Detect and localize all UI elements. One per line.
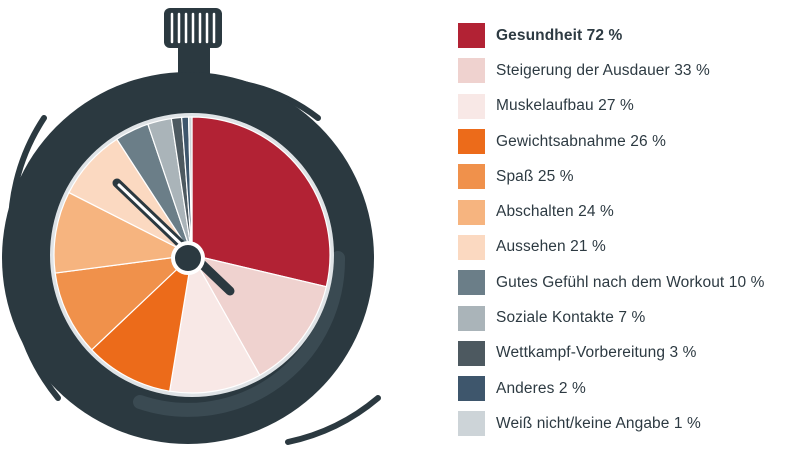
stopwatch-pie-chart xyxy=(2,8,381,445)
legend-item: Weiß nicht/keine Angabe 1 % xyxy=(458,406,798,441)
legend-item: Anderes 2 % xyxy=(458,371,798,406)
legend-swatch xyxy=(458,199,485,225)
legend-label: Wettkampf-Vorbereitung 3 % xyxy=(496,344,697,362)
legend-item: Gesundheit 72 % xyxy=(458,18,798,53)
legend-swatch xyxy=(458,305,485,331)
legend-label: Muskelaufbau 27 % xyxy=(496,97,634,115)
legend-item: Soziale Kontakte 7 % xyxy=(458,300,798,335)
legend-swatch xyxy=(458,270,485,296)
legend-item: Abschalten 24 % xyxy=(458,194,798,229)
legend-swatch xyxy=(458,93,485,119)
pie-slice-5 xyxy=(53,191,194,274)
legend-swatch xyxy=(458,129,485,155)
legend-label: Abschalten 24 % xyxy=(496,203,614,221)
legend-item: Gutes Gefühl nach dem Workout 10 % xyxy=(458,265,798,300)
stopwatch-hand xyxy=(112,178,235,296)
pie-slice-2 xyxy=(168,253,261,394)
legend-label: Aussehen 21 % xyxy=(496,238,606,256)
legend-item: Steigerung der Ausdauer 33 % xyxy=(458,53,798,88)
legend-swatch xyxy=(458,340,485,366)
legend-label: Gutes Gefühl nach dem Workout 10 % xyxy=(496,273,765,291)
legend-label: Soziale Kontakte 7 % xyxy=(496,309,646,327)
pie-slice-0 xyxy=(191,116,331,288)
legend-label: Weiß nicht/keine Angabe 1 % xyxy=(496,414,701,432)
legend-swatch xyxy=(458,164,485,190)
legend-item: Wettkampf-Vorbereitung 3 % xyxy=(458,336,798,371)
legend-label: Spaß 25 % xyxy=(496,167,574,185)
legend-item: Muskelaufbau 27 % xyxy=(458,89,798,124)
legend-item: Spaß 25 % xyxy=(458,159,798,194)
legend-label: Gewichtsabnahme 26 % xyxy=(496,132,667,150)
legend-label: Steigerung der Ausdauer 33 % xyxy=(496,61,710,79)
legend-item: Aussehen 21 % xyxy=(458,230,798,265)
legend-swatch xyxy=(458,58,485,84)
legend-label: Gesundheit 72 % xyxy=(496,26,623,44)
pie-slice-3 xyxy=(90,253,193,392)
legend-label: Anderes 2 % xyxy=(496,379,586,397)
legend-swatch xyxy=(458,23,485,49)
watch-inner-sweep xyxy=(133,251,346,417)
chart-legend: Gesundheit 72 % Steigerung der Ausdauer 3… xyxy=(458,18,798,442)
legend-swatch xyxy=(458,376,485,402)
pie-slice-4 xyxy=(54,254,194,351)
legend-swatch xyxy=(458,234,485,260)
legend-swatch xyxy=(458,411,485,437)
legend-item: Gewichtsabnahme 26 % xyxy=(458,124,798,159)
stopwatch-crown xyxy=(164,8,222,80)
pie-slice-11 xyxy=(187,116,193,256)
